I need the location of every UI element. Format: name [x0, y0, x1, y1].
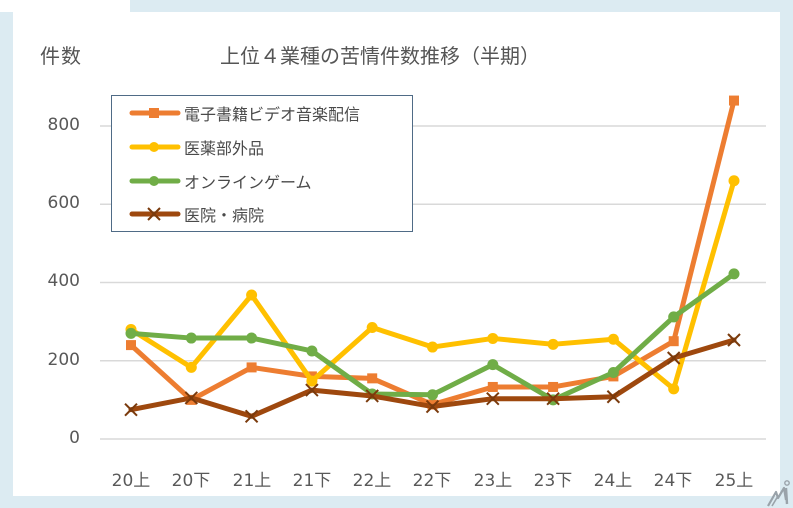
y-tick-label: 0: [69, 428, 80, 448]
chart-panel: [13, 12, 780, 496]
legend-label: 電子書籍ビデオ音楽配信: [184, 105, 361, 124]
x-marker-icon: [129, 207, 181, 221]
x-tick-label: 22下: [412, 471, 452, 491]
legend-item-online-games: オンラインゲーム: [112, 169, 312, 193]
chart-legend: 電子書籍ビデオ音楽配信 医薬部外品 オンラインゲーム 医院・病院: [111, 95, 413, 232]
circle-marker-icon: [129, 142, 181, 152]
x-tick-label: 21下: [292, 471, 332, 491]
circle-marker-icon: [607, 333, 619, 345]
circle-marker-icon: [427, 389, 438, 401]
circle-marker-icon: [306, 345, 318, 357]
legend-label: 医薬部外品: [184, 139, 265, 158]
x-tick-label: 23下: [533, 471, 573, 491]
circle-marker-icon: [129, 176, 181, 186]
y-tick-label: 800: [47, 115, 80, 135]
circle-marker-icon: [607, 366, 619, 378]
square-marker-icon: [487, 381, 498, 392]
square-marker-icon: [548, 381, 559, 392]
circle-marker-icon: [246, 289, 258, 301]
circle-marker-icon: [728, 268, 740, 280]
circle-marker-icon: [125, 327, 137, 339]
legend-label: 医院・病院: [184, 206, 265, 225]
itmedia-logo-icon: [767, 480, 790, 507]
series-lines: [124, 95, 741, 424]
x-tick-label: 23上: [473, 471, 513, 491]
y-tick-label: 600: [47, 193, 80, 213]
legend-item-ebooks-video-music: 電子書籍ビデオ音楽配信: [112, 101, 360, 125]
circle-marker-icon: [185, 332, 197, 344]
x-tick-label: 22上: [352, 471, 392, 491]
circle-marker-icon: [185, 361, 197, 373]
circle-marker-icon: [547, 338, 559, 350]
square-marker-icon: [126, 340, 136, 351]
x-tick-label: 20下: [171, 471, 211, 491]
circle-marker-icon: [427, 341, 438, 353]
square-marker-icon: [729, 95, 739, 106]
y-tick-label: 400: [47, 271, 80, 291]
square-marker-icon: [246, 362, 257, 373]
legend-item-quasi-drugs: 医薬部外品: [112, 135, 264, 159]
circle-marker-icon: [668, 311, 680, 323]
x-tick-label: 24下: [653, 471, 693, 491]
circle-marker-icon: [487, 359, 499, 371]
x-tick-label: 25上: [714, 471, 754, 491]
chart-title: 上位４業種の苦情件数推移（半期）: [220, 44, 540, 68]
legend-label: オンラインゲーム: [184, 173, 312, 192]
x-tick-label: 24上: [593, 471, 633, 491]
top-strip: [0, 0, 130, 12]
circle-marker-icon: [487, 332, 499, 344]
series-line: [124, 333, 741, 424]
square-marker-icon: [129, 108, 181, 118]
y-axis-unit-label: 件数: [40, 44, 82, 68]
circle-marker-icon: [246, 332, 258, 344]
legend-item-clinics-hospitals: 医院・病院: [112, 202, 264, 226]
circle-marker-icon: [728, 175, 740, 187]
circle-marker-icon: [668, 383, 680, 395]
x-tick-label: 20上: [111, 471, 151, 491]
x-tick-label: 21上: [232, 471, 272, 491]
y-tick-label: 200: [47, 350, 80, 370]
square-marker-icon: [367, 373, 378, 384]
circle-marker-icon: [306, 375, 318, 387]
square-marker-icon: [668, 336, 679, 347]
circle-marker-icon: [366, 321, 378, 333]
